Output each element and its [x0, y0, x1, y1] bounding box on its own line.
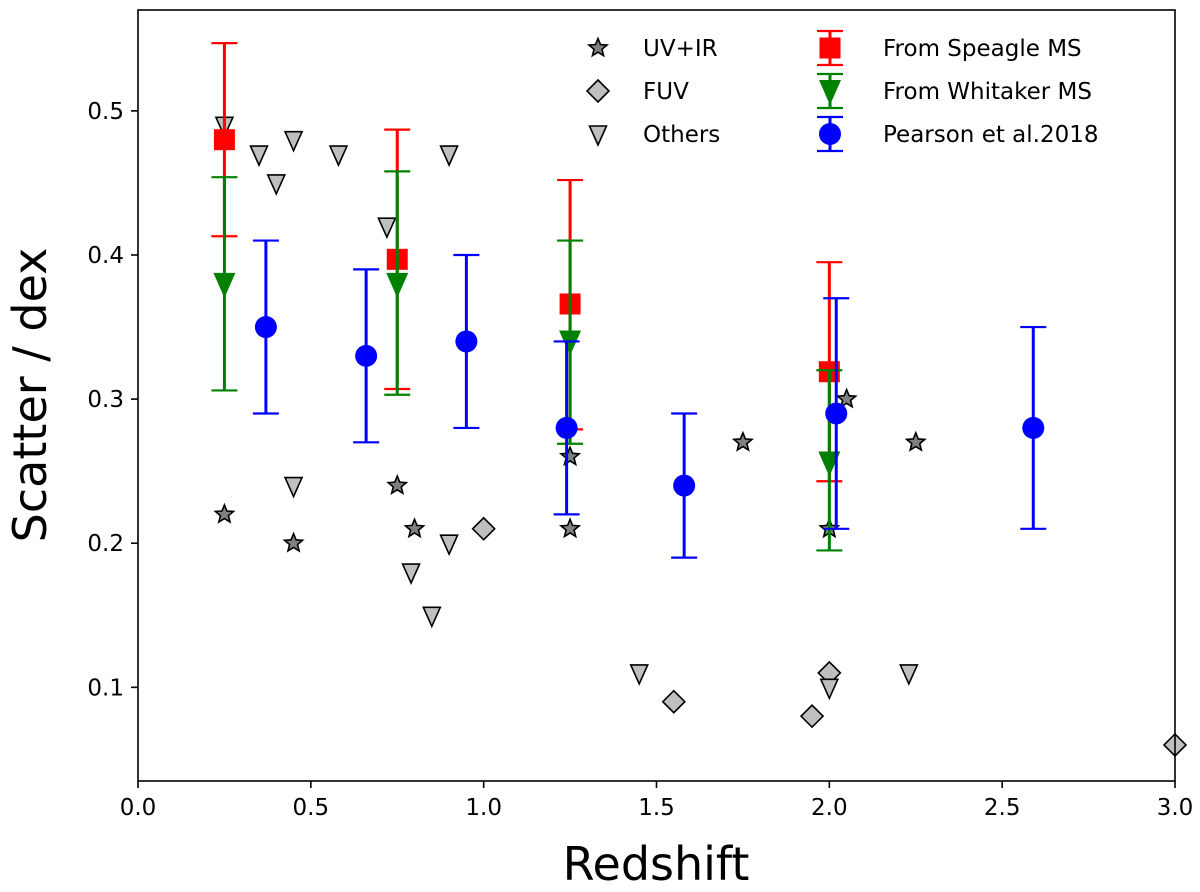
legend-label-fuv: FUV	[643, 79, 689, 105]
from-whitaker-ms-point-0	[213, 272, 236, 298]
legend-marker-others	[588, 125, 608, 147]
uv-ir-point-1	[282, 531, 305, 553]
legend-item-from-whitaker-ms: From Whitaker MS	[817, 72, 1092, 110]
pearson-et-al-2018-point-0	[254, 316, 277, 339]
others-point-12	[819, 678, 840, 701]
series-from-whitaker-ms	[211, 170, 843, 552]
x-axis: 0.0 0.5 1.0 1.5 2.0 2.5 3.0	[120, 781, 1194, 821]
legend-item-fuv: FUV	[585, 78, 689, 105]
fuv-point-0	[471, 516, 496, 541]
legend-label-uv-ir: UV+IR	[643, 36, 718, 62]
others-point-3	[283, 130, 304, 153]
others-point-8	[401, 563, 421, 585]
legend-marker-fuv	[585, 78, 611, 104]
x-tick-label-3: 1.5	[638, 795, 675, 821]
x-tick-label-4: 2.0	[811, 795, 848, 821]
others-point-9	[422, 606, 442, 629]
others-point-6	[377, 217, 397, 240]
x-tick-label-6: 3.0	[1157, 795, 1194, 821]
legend-marker-pearson-et-al-2018	[819, 123, 841, 145]
others-point-4	[328, 145, 349, 168]
pearson-et-al-2018-point-3	[555, 416, 578, 439]
others-point-11	[629, 664, 649, 686]
uv-ir-point-9	[904, 430, 927, 452]
from-whitaker-ms-point-1	[386, 272, 409, 298]
x-tick-label-1: 0.5	[293, 795, 330, 821]
uv-ir-point-3	[403, 517, 426, 539]
legend: UV+IR FUV Others From Speagle MS From Whitak…	[585, 29, 1099, 153]
from-speagle-ms-point-0	[213, 129, 235, 151]
x-tick-label-2: 1.0	[465, 795, 502, 821]
legend-marker-from-whitaker-ms	[819, 80, 841, 105]
legend-item-pearson-et-al-2018: Pearson et al.2018	[817, 115, 1099, 153]
pearson-et-al-2018-point-5	[825, 402, 848, 425]
plot-area	[211, 42, 1188, 758]
pearson-et-al-2018-point-2	[455, 330, 478, 353]
uv-ir-point-6	[731, 430, 754, 452]
fuv-point-2	[799, 704, 825, 729]
uv-ir-point-8	[835, 387, 858, 409]
legend-item-from-speagle-ms: From Speagle MS	[817, 29, 1082, 67]
series-others	[214, 116, 919, 701]
others-point-2	[266, 174, 287, 196]
y-tick-label-3: 0.4	[87, 243, 124, 269]
y-axis: 0.1 0.2 0.3 0.4 0.5	[87, 99, 138, 701]
others-point-10	[439, 534, 459, 557]
x-tick-label-5: 2.5	[984, 795, 1021, 821]
x-axis-title: Redshift	[563, 837, 750, 891]
y-tick-label-4: 0.5	[87, 99, 124, 125]
x-tick-label-0: 0.0	[120, 795, 157, 821]
legend-label-from-speagle-ms: From Speagle MS	[883, 36, 1082, 62]
from-whitaker-ms-point-2	[559, 330, 582, 356]
pearson-et-al-2018-point-4	[673, 474, 696, 497]
uv-ir-point-5	[559, 517, 582, 539]
uv-ir-point-2	[386, 473, 409, 495]
others-point-13	[899, 664, 919, 686]
legend-label-others: Others	[643, 122, 720, 148]
y-tick-label-0: 0.1	[87, 675, 124, 701]
legend-marker-from-speagle-ms	[819, 37, 841, 59]
series-fuv	[471, 516, 1188, 758]
series-from-speagle-ms	[211, 42, 843, 483]
legend-label-pearson-et-al-2018: Pearson et al.2018	[883, 122, 1099, 148]
uv-ir-point-4	[559, 445, 582, 467]
fuv-point-1	[661, 689, 686, 714]
legend-label-from-whitaker-ms: From Whitaker MS	[883, 79, 1092, 105]
pearson-et-al-2018-point-1	[355, 344, 378, 367]
pearson-et-al-2018-point-6	[1022, 416, 1045, 439]
others-point-1	[249, 145, 269, 168]
series-pearson-et-al-2018	[252, 239, 1047, 559]
y-tick-label-1: 0.2	[87, 531, 124, 557]
y-axis-title: Scatter / dex	[3, 248, 57, 543]
uv-ir-point-0	[213, 502, 236, 524]
y-tick-label-2: 0.3	[87, 387, 124, 413]
legend-item-uv-ir: UV+IR	[586, 36, 718, 62]
legend-item-others: Others	[588, 122, 720, 148]
legend-marker-uv-ir	[586, 36, 610, 58]
others-point-7	[283, 476, 304, 499]
others-point-5	[439, 145, 459, 168]
